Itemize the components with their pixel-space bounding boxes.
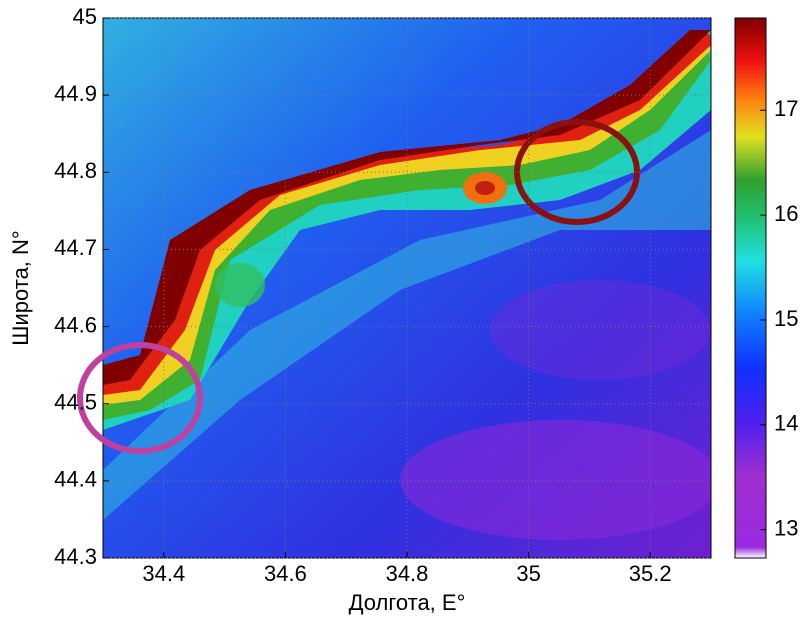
y-axis-label: Широта, N° (8, 230, 33, 345)
x-tick-label: 34.8 (386, 561, 429, 586)
colorbar-tick-label: 13 (774, 516, 798, 541)
colorbar-tick-label: 14 (774, 411, 798, 436)
y-tick-label: 44.3 (54, 544, 97, 569)
x-tick-label: 34.6 (264, 561, 307, 586)
colorbar-tick-label: 17 (774, 96, 798, 121)
y-tick-label: 44.9 (54, 81, 97, 106)
sst-raster (103, 18, 711, 558)
x-tick-label: 35.2 (629, 561, 672, 586)
colorbar-tick-label: 15 (774, 306, 798, 331)
y-tick-label: 44.8 (54, 158, 97, 183)
highlight-circle (514, 119, 640, 225)
highlight-circle (77, 342, 203, 454)
x-axis-label: Долгота, E° (349, 590, 466, 615)
x-tick-label: 35 (516, 561, 540, 586)
y-tick-label: 44.5 (54, 390, 97, 415)
y-tick-label: 44.4 (54, 467, 97, 492)
colorbar (734, 17, 767, 559)
y-tick-label: 44.7 (54, 235, 97, 260)
colorbar-tick-label: 16 (774, 201, 798, 226)
y-tick-label: 44.6 (54, 312, 97, 337)
x-tick-label: 34.4 (142, 561, 185, 586)
y-tick-label: 45 (73, 4, 97, 29)
